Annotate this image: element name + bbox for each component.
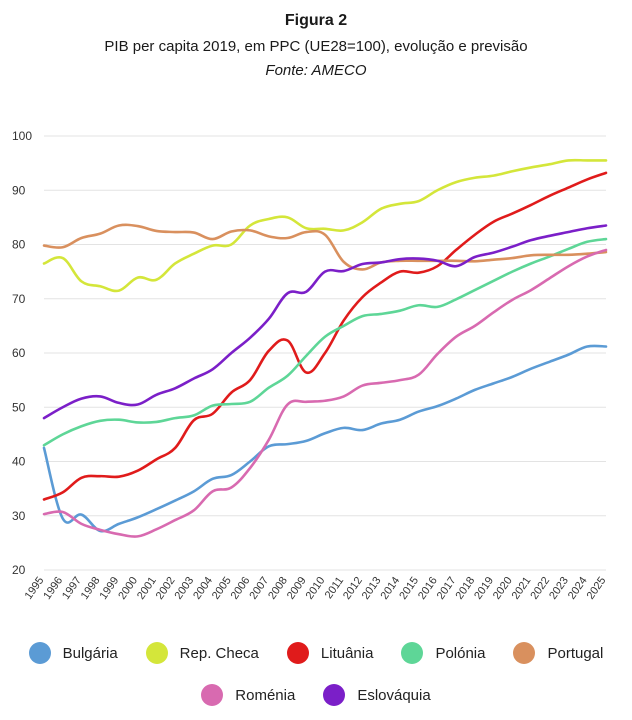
legend-swatch-icon: [323, 684, 346, 706]
legend-label: Roménia: [235, 686, 296, 704]
legend-label: Bulgária: [62, 644, 118, 662]
series-line-polonia: [42, 237, 608, 447]
y-tick-label: 80: [12, 238, 26, 252]
chart-source: Fonte: AMECO: [265, 62, 367, 79]
y-tick-label: 100: [12, 129, 32, 143]
x-tick-label: 2025: [585, 575, 609, 600]
legend-item-eslovaquia: Eslováquia: [323, 684, 431, 706]
series-line-eslovaquia: [42, 224, 608, 420]
legend-label: Lituânia: [320, 644, 374, 662]
y-tick-label: 60: [12, 346, 26, 360]
legend-swatch-icon: [145, 642, 168, 664]
legend-label: Polónia: [435, 644, 486, 662]
legend-label: Portugal: [547, 644, 604, 662]
legend-item-polonia: Polónia: [401, 642, 485, 664]
series-line-lituania: [42, 171, 608, 501]
series-line-rep-checa: [42, 158, 608, 293]
legend-label: Rep. Checa: [179, 644, 259, 662]
legend-label: Eslováquia: [357, 686, 431, 704]
legend-swatch-icon: [28, 642, 51, 664]
series-line-bulgaria: [42, 344, 608, 533]
legend-item-rep-checa: Rep. Checa: [145, 642, 259, 664]
y-tick-label: 70: [12, 292, 26, 306]
legend-item-lituania: Lituânia: [286, 642, 374, 664]
chart-subtitle: PIB per capita 2019, em PPC (UE28=100), …: [104, 38, 528, 55]
y-tick-label: 20: [12, 563, 26, 577]
series-line-portugal: [42, 223, 608, 271]
legend-swatch-icon: [201, 684, 224, 706]
x-tick-label: 2010: [304, 575, 328, 600]
legend-item-romenia: Roménia: [201, 684, 295, 706]
legend-row-primary: Bulgária Rep. Checa Lituânia Polónia Portuga…: [0, 642, 632, 664]
y-tick-label: 30: [12, 509, 26, 523]
y-tick-label: 90: [12, 183, 26, 197]
legend-item-portugal: Portugal: [513, 642, 603, 664]
legend-row-secondary: Roménia Eslováquia: [0, 684, 632, 706]
chart-title: Figura 2: [284, 12, 348, 29]
line-chart: 2030405060708090100199519961997199819992…: [12, 129, 609, 600]
legend-swatch-icon: [401, 642, 424, 664]
y-tick-label: 50: [12, 400, 26, 414]
series-line-romenia: [42, 248, 608, 538]
legend-item-bulgaria: Bulgária: [28, 642, 118, 664]
legend-swatch-icon: [513, 642, 536, 664]
y-tick-label: 40: [12, 455, 26, 469]
legend-swatch-icon: [286, 642, 309, 664]
